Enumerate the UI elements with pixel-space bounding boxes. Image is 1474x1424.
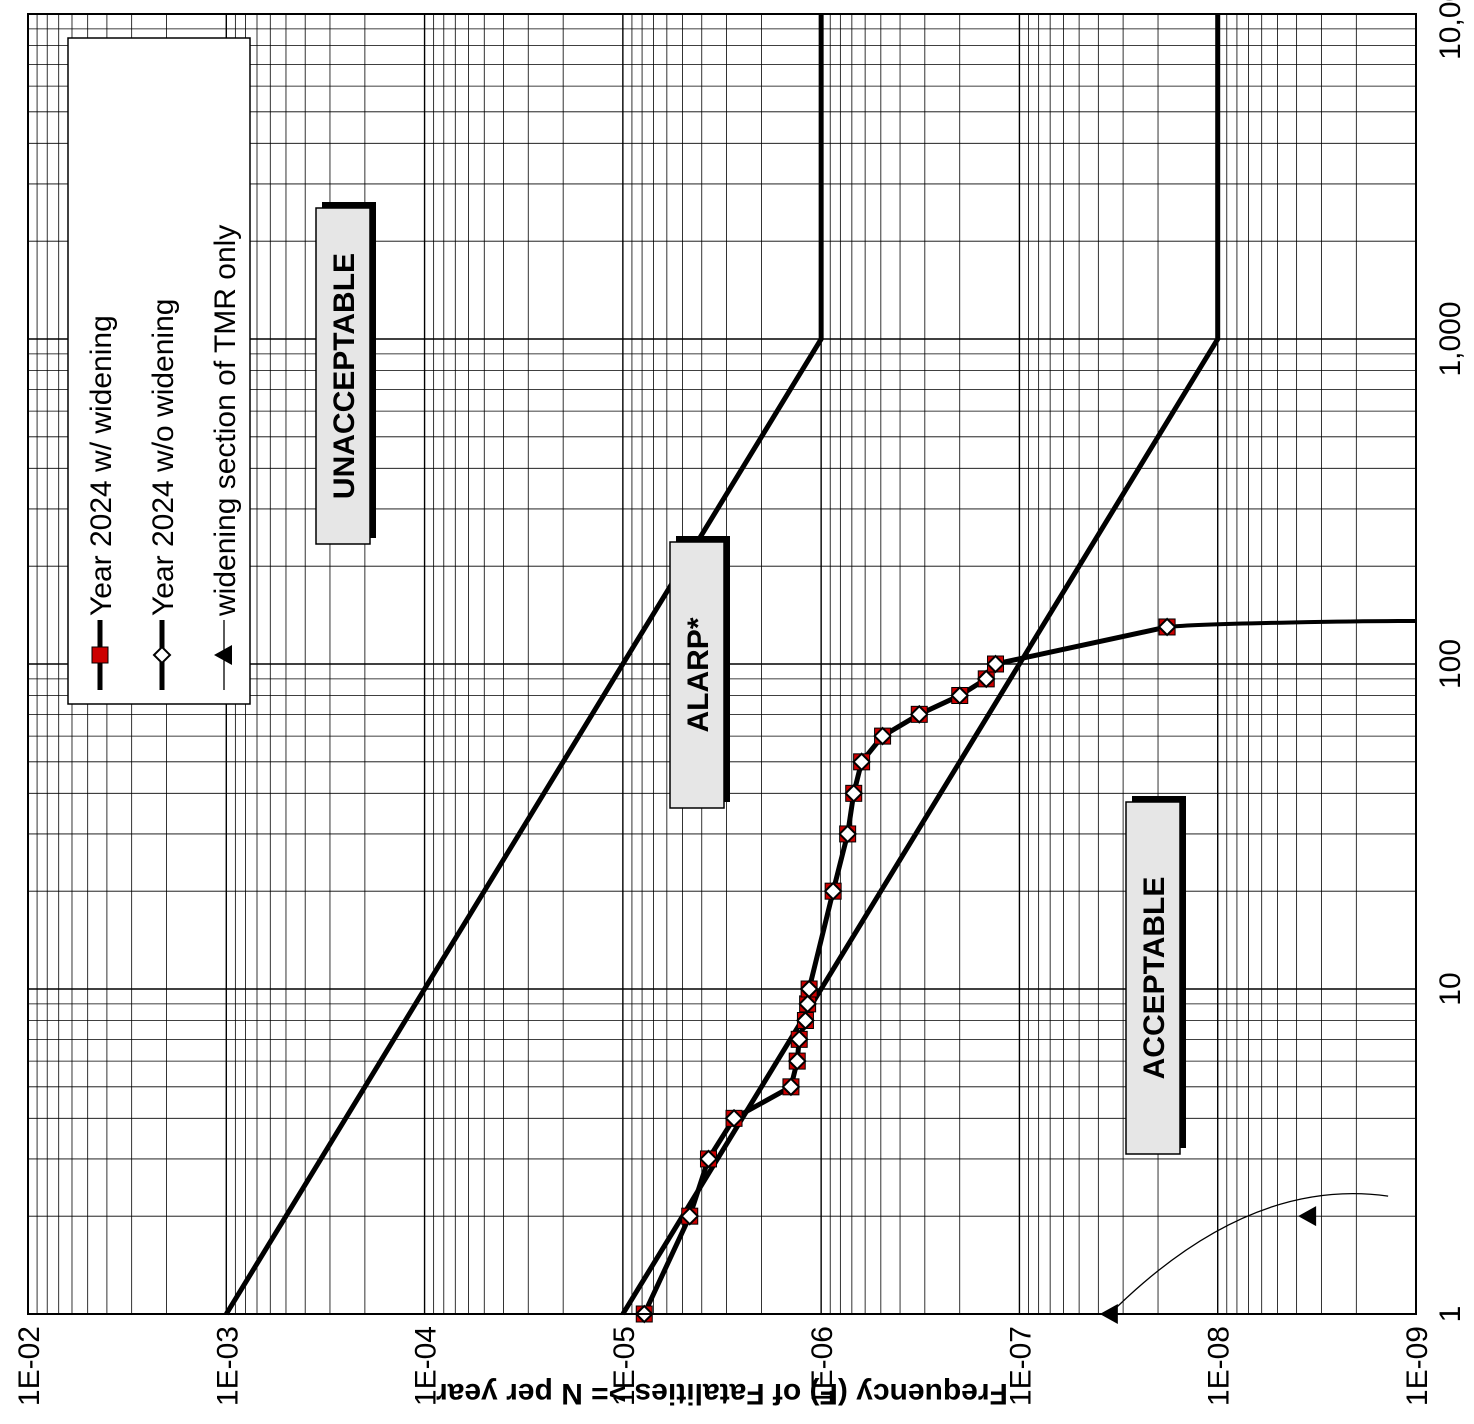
- marker-diamond: [781, 1077, 801, 1097]
- marker-diamond: [950, 686, 970, 705]
- legend-label: Year 2024 w/ widening: [85, 315, 118, 616]
- series-line-widening: [1109, 1193, 1389, 1315]
- marker-diamond: [909, 704, 929, 724]
- y-tick-label: 1E-04: [410, 1326, 443, 1406]
- y-tick-label: 1E-08: [1203, 1326, 1236, 1406]
- marker-diamond: [789, 1029, 809, 1049]
- marker-diamond: [986, 654, 1005, 674]
- y-tick-label: 1E-09: [1401, 1326, 1434, 1406]
- marker-diamond: [680, 1206, 700, 1226]
- x-tick-label: 10: [1434, 972, 1467, 1005]
- marker-diamond: [699, 1149, 718, 1169]
- region-box: [669, 541, 725, 809]
- legend-label: Year 2024 w/o widening: [147, 299, 180, 616]
- x-tick-label: 1: [1434, 1306, 1467, 1323]
- marker-diamond: [798, 994, 818, 1014]
- plot-border: [27, 13, 1417, 1315]
- region-label: UNACCEPTABLE: [328, 253, 361, 499]
- marker-diamond: [724, 1108, 744, 1128]
- legend-marker-triangle: [214, 645, 232, 665]
- tick-labels: 1 10 100 1,000 10,000 1E-02 1E-03 1E-04 1E-05 1E-…: [13, 0, 1467, 1406]
- marker-triangle: [1298, 1206, 1317, 1227]
- criterion-line: [224, 14, 824, 1316]
- marker-diamond: [796, 1011, 815, 1030]
- legend: Year 2024 w/ widening Year 2024 w/o widen…: [67, 37, 251, 705]
- marker-diamond: [976, 669, 996, 689]
- rotated-plot: 1 10 100 1,000 10,000 1E-02 1E-03 1E-04 1E-05 1E-…: [13, 0, 1467, 1410]
- criterion-line: [620, 14, 1221, 1316]
- x-tick-label: 10,000: [1434, 0, 1467, 60]
- marker-diamond: [799, 979, 819, 999]
- region-label: ACCEPTABLE: [1138, 877, 1171, 1080]
- region-labels: UNACCEPTABLE ALARP* ACCEPTABLE: [315, 202, 1186, 1155]
- y-tick-label: 1E-05: [608, 1326, 641, 1406]
- legend-marker-square: [91, 646, 109, 664]
- marker-diamond: [873, 726, 892, 746]
- criteria-lines: [224, 14, 1221, 1316]
- x-tick-label: 100: [1434, 639, 1467, 689]
- marker-diamond: [844, 783, 864, 803]
- marker-diamond: [838, 824, 858, 844]
- y-axis-title: Frequency (F) of Fatalities >= N per yea…: [436, 1377, 1008, 1410]
- marker-diamond: [823, 881, 843, 901]
- region-label: ALARP*: [682, 617, 715, 732]
- y-tick-label: 1E-02: [13, 1326, 46, 1406]
- y-tick-label: 1E-07: [1004, 1326, 1037, 1406]
- region-box: [1125, 801, 1181, 1155]
- x-tick-label: 1,000: [1434, 301, 1467, 376]
- marker-diamond: [1157, 617, 1177, 637]
- legend-box: [67, 37, 251, 705]
- legend-label: widening section of TMR only: [209, 225, 242, 617]
- region-box: [315, 207, 371, 545]
- y-tick-label: 1E-06: [806, 1326, 839, 1406]
- marker-diamond: [787, 1051, 807, 1071]
- marker-diamond: [852, 752, 872, 772]
- legend-marker-diamond: [152, 645, 172, 665]
- y-tick-label: 1E-03: [211, 1326, 244, 1406]
